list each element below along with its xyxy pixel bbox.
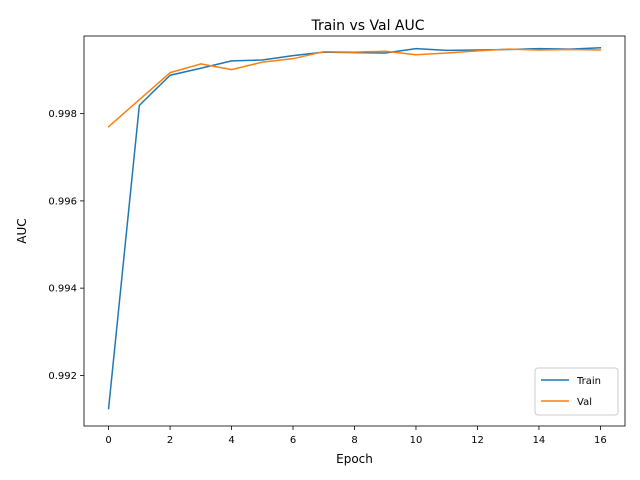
series-line-val xyxy=(107,48,602,128)
y-tick-label: 0.996 xyxy=(48,196,77,207)
y-tick-label: 0.994 xyxy=(48,284,77,295)
y-axis-label: AUC xyxy=(15,218,29,243)
y-tick-label: 0.992 xyxy=(48,371,77,382)
x-tick-label: 12 xyxy=(471,435,484,446)
chart-title: Train vs Val AUC xyxy=(310,18,424,34)
x-axis-label: Epoch xyxy=(336,452,373,466)
plot-area: 0 2 4 6 8 10 12 14 16 0.992 0.994 0.996 0.998 Train Va… xyxy=(48,35,626,446)
x-tick-label: 4 xyxy=(228,435,234,446)
legend-label-train: Train xyxy=(576,376,601,387)
x-tick-label: 8 xyxy=(351,435,357,446)
x-tick-label: 14 xyxy=(533,435,546,446)
x-tick-label: 6 xyxy=(290,435,296,446)
x-tick-label: 10 xyxy=(410,435,423,446)
x-tick-label: 0 xyxy=(105,435,111,446)
legend-label-val: Val xyxy=(577,397,592,408)
x-tick-label: 16 xyxy=(594,435,607,446)
x-tick-label: 2 xyxy=(167,435,173,446)
y-tick-label: 0.998 xyxy=(48,109,77,120)
